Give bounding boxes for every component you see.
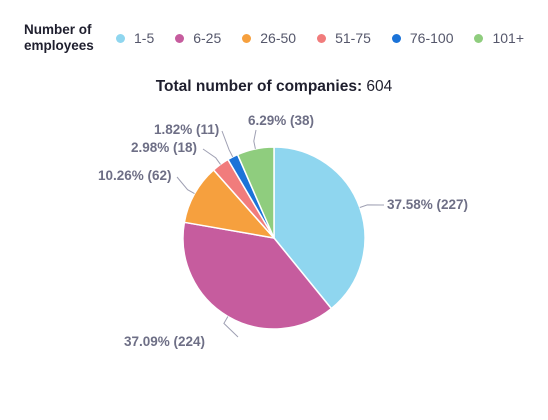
legend-title: Number of employees [24,22,94,53]
legend-item-76-100[interactable]: 76-100 [391,30,454,46]
legend-item-26-50[interactable]: 26-50 [242,30,296,46]
legend-item-6-25[interactable]: 6-25 [175,30,221,46]
connector-line [221,130,234,158]
connector-line [253,129,257,150]
legend-item-1-5[interactable]: 1-5 [116,30,154,46]
legend-items: 1-5 6-25 26-50 51-75 76-100 101+ [116,30,545,46]
chart-title-label: Total number of companies: [155,78,363,95]
legend-dot-icon [116,33,125,43]
pie-slice-101+[interactable] [236,146,275,239]
pie-slice-1-5[interactable] [273,146,366,310]
legend-item-51-75[interactable]: 51-75 [317,30,371,46]
legend-dot-icon [474,33,484,43]
connector-line [359,204,385,208]
connector-line [176,176,195,195]
legend-dot-icon [317,33,327,43]
legend-label: 101+ [492,30,525,46]
legend-label: 1-5 [134,30,155,46]
legend-item-101+[interactable]: 101+ [474,30,524,46]
connector-line [223,316,239,338]
connector-line [202,148,221,165]
legend-dot-icon [175,33,185,43]
chart-title: Total number of companies: 604 [0,78,548,96]
legend-label: 6-25 [193,30,222,46]
chart-title-value: 604 [366,78,393,95]
data-label: 37.58% (227) [387,197,468,212]
legend-label: 26-50 [260,30,297,46]
data-label: 1.82% (11) [154,122,219,137]
legend-dot-icon [242,33,252,43]
legend-dot-icon [391,33,401,43]
pie-slice-6-25[interactable] [182,221,333,330]
data-label: 6.29% (38) [248,113,314,128]
legend-label: 51-75 [335,30,371,46]
legend: Number of employees 1-5 6-25 26-50 51-75 76-… [24,22,545,54]
data-label: 37.09% (224) [124,334,205,349]
legend-label: 76-100 [409,30,454,46]
data-label: 2.98% (18) [131,140,197,155]
data-label: 10.26% (62) [98,168,172,183]
